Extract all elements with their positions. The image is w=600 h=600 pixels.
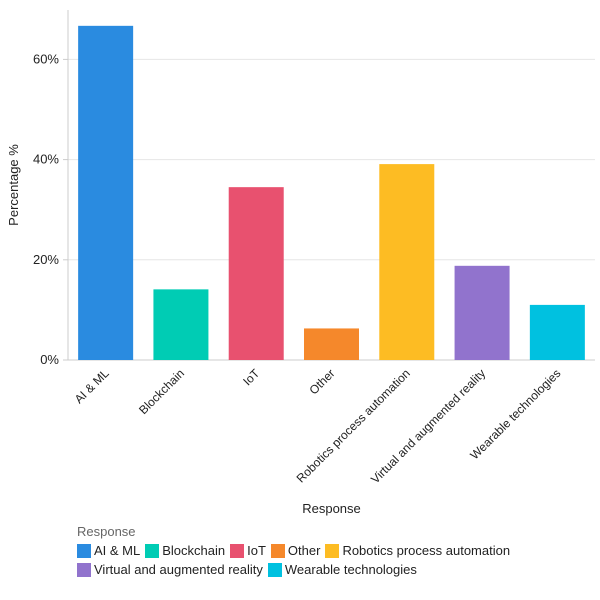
legend-label: Virtual and augmented reality <box>94 562 263 577</box>
legend-item[interactable]: Blockchain <box>145 543 225 558</box>
x-tick-label: IoT <box>240 366 263 389</box>
legend-swatch <box>267 562 282 577</box>
legend-title: Response <box>77 524 136 539</box>
legend-label: Robotics process automation <box>342 543 511 558</box>
legend-label: IoT <box>247 543 266 558</box>
bar <box>529 304 585 360</box>
legend-item[interactable]: AI & ML <box>77 543 140 558</box>
legend-swatch <box>77 543 91 558</box>
legend-swatch <box>270 543 285 558</box>
bar-chart: 0%20%40%60%AI & ML Blockchain IoT OtherRobo… <box>6 10 595 516</box>
legend-swatch <box>325 543 340 558</box>
legend-label: Wearable technologies <box>284 562 417 577</box>
bar <box>454 265 510 360</box>
y-tick-label: 60% <box>33 51 59 66</box>
legend-item[interactable]: Robotics process automation <box>325 543 510 558</box>
legend-label: Other <box>287 543 321 558</box>
legend-item[interactable]: Other <box>270 543 321 558</box>
legend-swatch <box>230 543 245 558</box>
x-tick-label: AI & ML <box>72 366 112 406</box>
y-axis-title: Percentage % <box>6 144 21 226</box>
legend-swatch <box>145 543 160 558</box>
legend-label: AI & ML <box>94 543 141 558</box>
bar <box>153 289 209 360</box>
legend: Response AI & ML Blockchain IoT Other Roboti… <box>77 524 577 577</box>
y-tick-label: 0% <box>40 352 59 367</box>
legend-item[interactable]: IoT <box>230 543 266 558</box>
bar <box>304 328 359 360</box>
x-axis-title: Response <box>302 501 361 516</box>
legend-label: Blockchain <box>162 543 226 558</box>
y-tick-label: 40% <box>33 152 59 167</box>
x-tick-label: Other <box>306 366 337 397</box>
legend-item[interactable]: Wearable technologies <box>267 562 417 577</box>
y-tick-label: 20% <box>33 252 59 267</box>
bar <box>228 187 284 360</box>
legend-item[interactable]: Virtual and augmented reality <box>77 562 263 577</box>
legend-swatch <box>77 562 91 577</box>
bar <box>78 25 134 360</box>
bar <box>379 164 435 360</box>
x-tick-label: Blockchain <box>136 366 187 417</box>
